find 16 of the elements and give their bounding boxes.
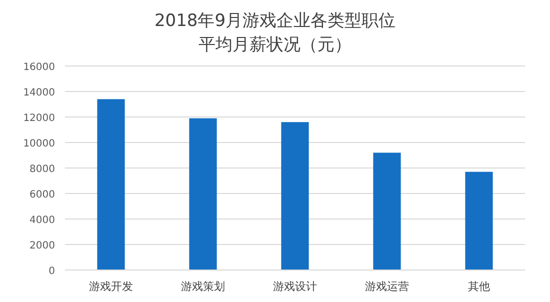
y-tick-label: 12000 bbox=[23, 113, 55, 124]
y-tick-label: 6000 bbox=[30, 190, 55, 200]
y-tick-label: 14000 bbox=[23, 88, 55, 98]
y-tick-label: 0 bbox=[48, 266, 55, 277]
x-tick-label: 游戏开发 bbox=[89, 280, 133, 293]
x-tick-label: 其他 bbox=[468, 280, 490, 293]
y-tick-label: 8000 bbox=[30, 164, 55, 175]
y-tick-label: 4000 bbox=[30, 215, 55, 226]
y-tick-label: 2000 bbox=[30, 240, 55, 252]
x-tick-label: 游戏设计 bbox=[273, 280, 317, 293]
subtitle: 平均月薪状况（元） bbox=[198, 35, 352, 55]
y-tick-label: 16000 bbox=[23, 62, 55, 73]
title: 2018年9月游戏企业各类型职位 bbox=[154, 11, 396, 31]
y-tick-label: 10000 bbox=[23, 138, 55, 150]
x-tick-label: 游戏运营 bbox=[365, 280, 409, 293]
x-tick-label: 游戏策划 bbox=[181, 280, 225, 293]
